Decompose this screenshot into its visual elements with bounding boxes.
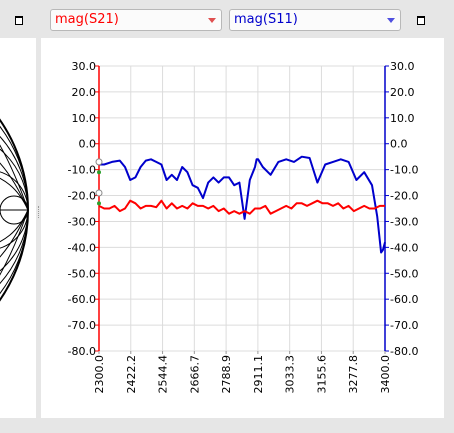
right-y-tick-label: -40.0 <box>390 241 418 254</box>
right-y-tick-label: -10.0 <box>390 164 418 177</box>
x-tick-label: 3033.3 <box>284 355 297 394</box>
left-y-tick-label: -50.0 <box>68 267 96 280</box>
x-tick-label: 2422.2 <box>125 355 138 394</box>
left-y-tick-label: -30.0 <box>68 215 96 228</box>
x-tick-label: 2911.1 <box>252 355 265 394</box>
smith-chart-header <box>0 0 36 38</box>
trace2-selector-value: mag(S11) <box>234 12 298 27</box>
right-y-tick-label: -30.0 <box>390 215 418 228</box>
x-tick-label: 2544.4 <box>157 355 170 394</box>
left-y-tick-label: -70.0 <box>68 319 96 332</box>
x-tick-label: 3400.0 <box>379 355 392 394</box>
trace1-selector[interactable]: mag(S21) <box>50 9 222 31</box>
plot-area: 30.0 30.0 20.0 20.0 10.0 10.0 0.0 0.0 -10.0 -10.0… <box>41 38 444 418</box>
left-y-tick-label: -60.0 <box>68 293 96 306</box>
bottom-strip <box>0 418 454 433</box>
right-y-tick-label: -60.0 <box>390 293 418 306</box>
left-y-tick-label: -20.0 <box>68 190 96 203</box>
left-y-tick-label: -10.0 <box>68 164 96 177</box>
left-y-tick-label: 30.0 <box>72 60 97 73</box>
series-line-s11 <box>99 155 386 254</box>
maximize-icon <box>417 15 425 25</box>
smith-reactance-arc <box>0 209 29 276</box>
right-y-tick-label: -20.0 <box>390 190 418 203</box>
smith-reactance-arc <box>0 209 29 243</box>
x-tick-label: 3277.8 <box>347 355 360 394</box>
smith-reactance-arc <box>0 144 29 211</box>
magnitude-plot-panel: mag(S21) mag(S11) 30.0 30.0 20.0 20.0 10.0 10… <box>41 0 444 418</box>
trace2-selector[interactable]: mag(S11) <box>229 9 401 31</box>
left-y-tick-label: -40.0 <box>68 241 96 254</box>
trace-marker <box>97 170 101 175</box>
right-y-tick-label: 10.0 <box>390 112 415 125</box>
right-y-tick-label: 30.0 <box>390 60 415 73</box>
left-y-tick-label: 20.0 <box>72 86 97 99</box>
x-tick-label: 2788.9 <box>220 355 233 394</box>
s11-start-marker <box>95 158 103 166</box>
maximize-icon <box>15 15 23 25</box>
smith-chart[interactable] <box>0 38 36 418</box>
left-y-tick-label: 10.0 <box>72 112 97 125</box>
left-y-tick-label: -80.0 <box>68 345 96 358</box>
smith-chart-panel <box>0 0 36 418</box>
right-y-tick-label: -50.0 <box>390 267 418 280</box>
x-tick-label: 3155.6 <box>315 355 328 394</box>
chevron-down-icon <box>208 18 216 23</box>
maximize-smith-button[interactable] <box>12 13 26 27</box>
left-y-tick-label: 0.0 <box>79 138 97 151</box>
smith-reactance-arc <box>0 162 29 211</box>
splitter-grip[interactable] <box>38 206 40 218</box>
x-tick-label: 2666.7 <box>188 355 201 394</box>
chevron-down-icon <box>387 18 395 23</box>
right-y-tick-label: -80.0 <box>390 345 418 358</box>
right-y-tick-label: -70.0 <box>390 319 418 332</box>
trace1-selector-value: mag(S21) <box>55 12 119 27</box>
x-tick-label: 2300.0 <box>93 355 106 394</box>
right-y-tick-label: 20.0 <box>390 86 415 99</box>
s21-start-marker <box>95 189 103 197</box>
trace-marker <box>97 201 101 206</box>
magnitude-chart[interactable]: 30.0 30.0 20.0 20.0 10.0 10.0 0.0 0.0 -10.0 -10.0… <box>41 38 444 418</box>
series-line-s21 <box>98 199 385 215</box>
smith-reactance-arc <box>0 177 29 211</box>
right-y-tick-label: 0.0 <box>390 138 408 151</box>
smith-reactance-arc <box>0 209 29 258</box>
maximize-plot-button[interactable] <box>414 13 428 27</box>
